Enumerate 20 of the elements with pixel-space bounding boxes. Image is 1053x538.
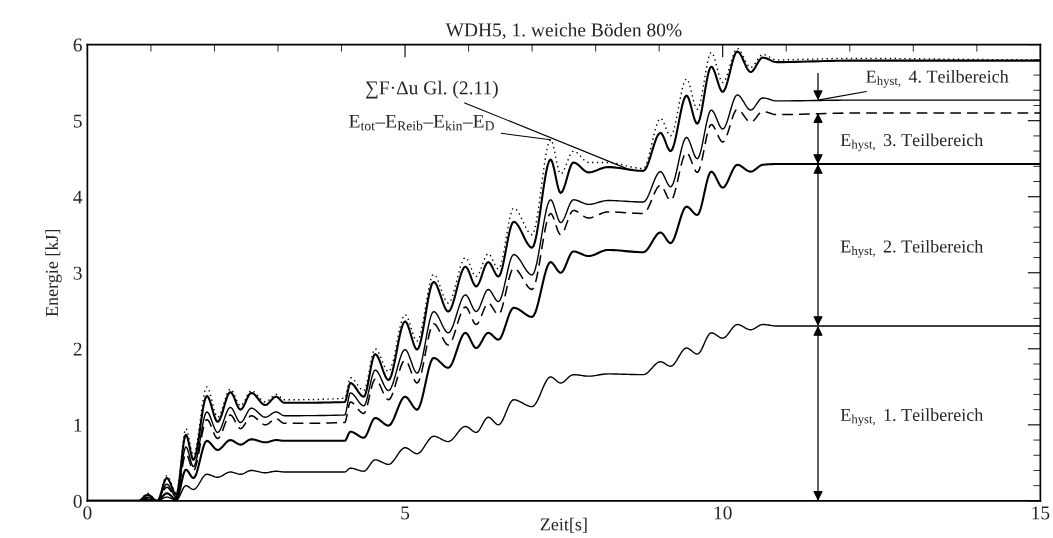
annotation: E$_{hyst,}$ 2. Teilbereich [840, 239, 984, 258]
annotation: E$_{hyst,}$ 1. Teilbereich [840, 408, 984, 427]
y-tick-label: 1 [74, 418, 82, 432]
y-tick-label: 4 [73, 190, 83, 204]
annotation: E$_{hyst,}$ 3. Teilbereich [840, 133, 984, 152]
annotation: E$_{tot}$–E$_{Reib}$–E$_{kin}$–E$_{D}$ [349, 114, 494, 131]
y-tick-label: 3 [73, 266, 82, 280]
chart-title: WDH5, 1. weiche Böden 80% [445, 22, 682, 40]
y-tick-label: 6 [73, 38, 82, 52]
x-tick-label: 0 [83, 506, 92, 520]
y-tick-label: 2 [73, 342, 82, 356]
x-axis-title: Zeit[s] [540, 517, 587, 533]
annotation: E$_{hyst,}$ 4. Teilbereich [866, 69, 1009, 88]
y-tick-label: 0 [73, 494, 82, 508]
x-tick-label: 15 [1032, 506, 1050, 520]
y-axis-title: Energie [kJ] [45, 229, 62, 317]
annotation: ∑F·Δu Gl. (2.11) [365, 80, 498, 99]
y-tick-label: 5 [73, 114, 82, 128]
x-tick-label: 10 [714, 506, 732, 520]
x-tick-label: 5 [401, 506, 410, 520]
